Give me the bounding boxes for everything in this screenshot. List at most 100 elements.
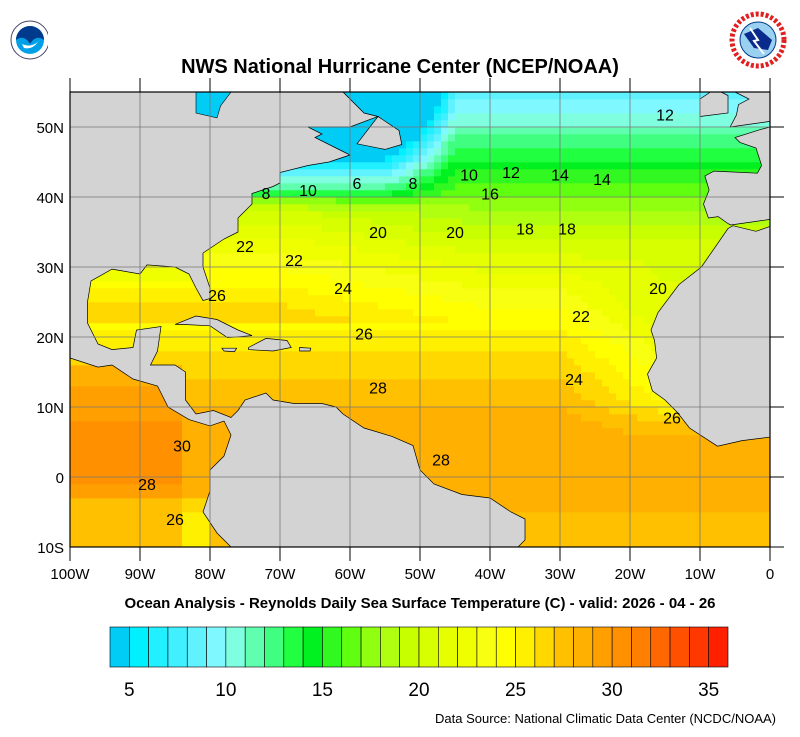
sst-cell: [406, 302, 414, 310]
sst-cell: [518, 148, 526, 156]
sst-cell: [322, 344, 330, 352]
sst-cell: [154, 421, 162, 429]
sst-cell: [518, 400, 526, 408]
sst-cell: [273, 316, 281, 324]
sst-cell: [378, 106, 386, 114]
sst-cell: [343, 351, 351, 359]
sst-cell: [252, 253, 260, 261]
sst-cell: [392, 267, 400, 275]
sst-cell: [588, 344, 596, 352]
sst-cell: [441, 260, 449, 268]
sst-cell: [350, 260, 358, 268]
sst-cell: [434, 309, 442, 317]
sst-cell: [336, 351, 344, 359]
sst-cell: [490, 281, 498, 289]
sst-cell: [574, 316, 582, 324]
sst-cell: [133, 484, 141, 492]
sst-cell: [343, 407, 351, 415]
sst-cell: [588, 239, 596, 247]
sst-cell: [406, 295, 414, 303]
sst-cell: [217, 239, 225, 247]
sst-cell: [252, 351, 260, 359]
sst-cell: [294, 295, 302, 303]
sst-cell: [266, 190, 274, 198]
sst-cell: [511, 344, 519, 352]
sst-cell: [518, 190, 526, 198]
sst-cell: [371, 232, 379, 240]
sst-cell: [448, 141, 456, 149]
sst-cell: [105, 470, 113, 478]
sst-cell: [189, 470, 197, 478]
sst-cell: [70, 533, 78, 541]
sst-cell: [161, 344, 169, 352]
sst-cell: [469, 470, 477, 478]
sst-cell: [462, 477, 470, 485]
sst-cell: [133, 449, 141, 457]
sst-cell: [455, 463, 463, 471]
sst-cell: [469, 141, 477, 149]
sst-cell: [77, 456, 85, 464]
sst-cell: [315, 295, 323, 303]
sst-cell: [343, 134, 351, 142]
sst-cell: [602, 225, 610, 233]
sst-cell: [343, 337, 351, 345]
sst-cell: [182, 498, 190, 506]
sst-cell: [294, 218, 302, 226]
sst-cell: [413, 421, 421, 429]
sst-cell: [602, 204, 610, 212]
sst-cell: [182, 421, 190, 429]
sst-cell: [154, 351, 162, 359]
sst-cell: [476, 232, 484, 240]
sst-cell: [420, 372, 428, 380]
sst-cell: [280, 365, 288, 373]
sst-cell: [581, 232, 589, 240]
sst-cell: [315, 211, 323, 219]
sst-cell: [259, 386, 267, 394]
sst-cell: [553, 330, 561, 338]
sst-cell: [308, 365, 316, 373]
sst-cell: [126, 407, 134, 415]
sst-cell: [301, 309, 309, 317]
sst-cell: [231, 260, 239, 268]
sst-cell: [581, 183, 589, 191]
sst-cell: [497, 470, 505, 478]
sst-cell: [469, 344, 477, 352]
sst-cell: [567, 400, 575, 408]
sst-cell: [490, 134, 498, 142]
sst-cell: [105, 456, 113, 464]
sst-cell: [420, 295, 428, 303]
sst-cell: [469, 106, 477, 114]
sst-cell: [427, 162, 435, 170]
sst-cell: [455, 197, 463, 205]
sst-cell: [511, 351, 519, 359]
sst-cell: [140, 442, 148, 450]
sst-cell: [546, 470, 554, 478]
sst-cell: [539, 358, 547, 366]
sst-cell: [546, 267, 554, 275]
sst-cell: [497, 456, 505, 464]
sst-cell: [490, 197, 498, 205]
sst-cell: [399, 302, 407, 310]
sst-cell: [588, 92, 596, 100]
sst-cell: [175, 330, 183, 338]
sst-cell: [77, 470, 85, 478]
sst-cell: [532, 365, 540, 373]
sst-cell: [581, 379, 589, 387]
sst-cell: [448, 400, 456, 408]
sst-cell: [343, 372, 351, 380]
sst-cell: [294, 183, 302, 191]
sst-cell: [154, 316, 162, 324]
sst-cell: [119, 337, 127, 345]
sst-cell: [301, 330, 309, 338]
sst-cell: [518, 463, 526, 471]
sst-cell: [364, 197, 372, 205]
sst-cell: [413, 365, 421, 373]
sst-cell: [441, 204, 449, 212]
sst-cell: [455, 232, 463, 240]
sst-cell: [112, 519, 120, 527]
sst-cell: [399, 323, 407, 331]
sst-cell: [511, 99, 519, 107]
sst-cell: [175, 442, 183, 450]
sst-cell: [133, 407, 141, 415]
sst-cell: [602, 232, 610, 240]
